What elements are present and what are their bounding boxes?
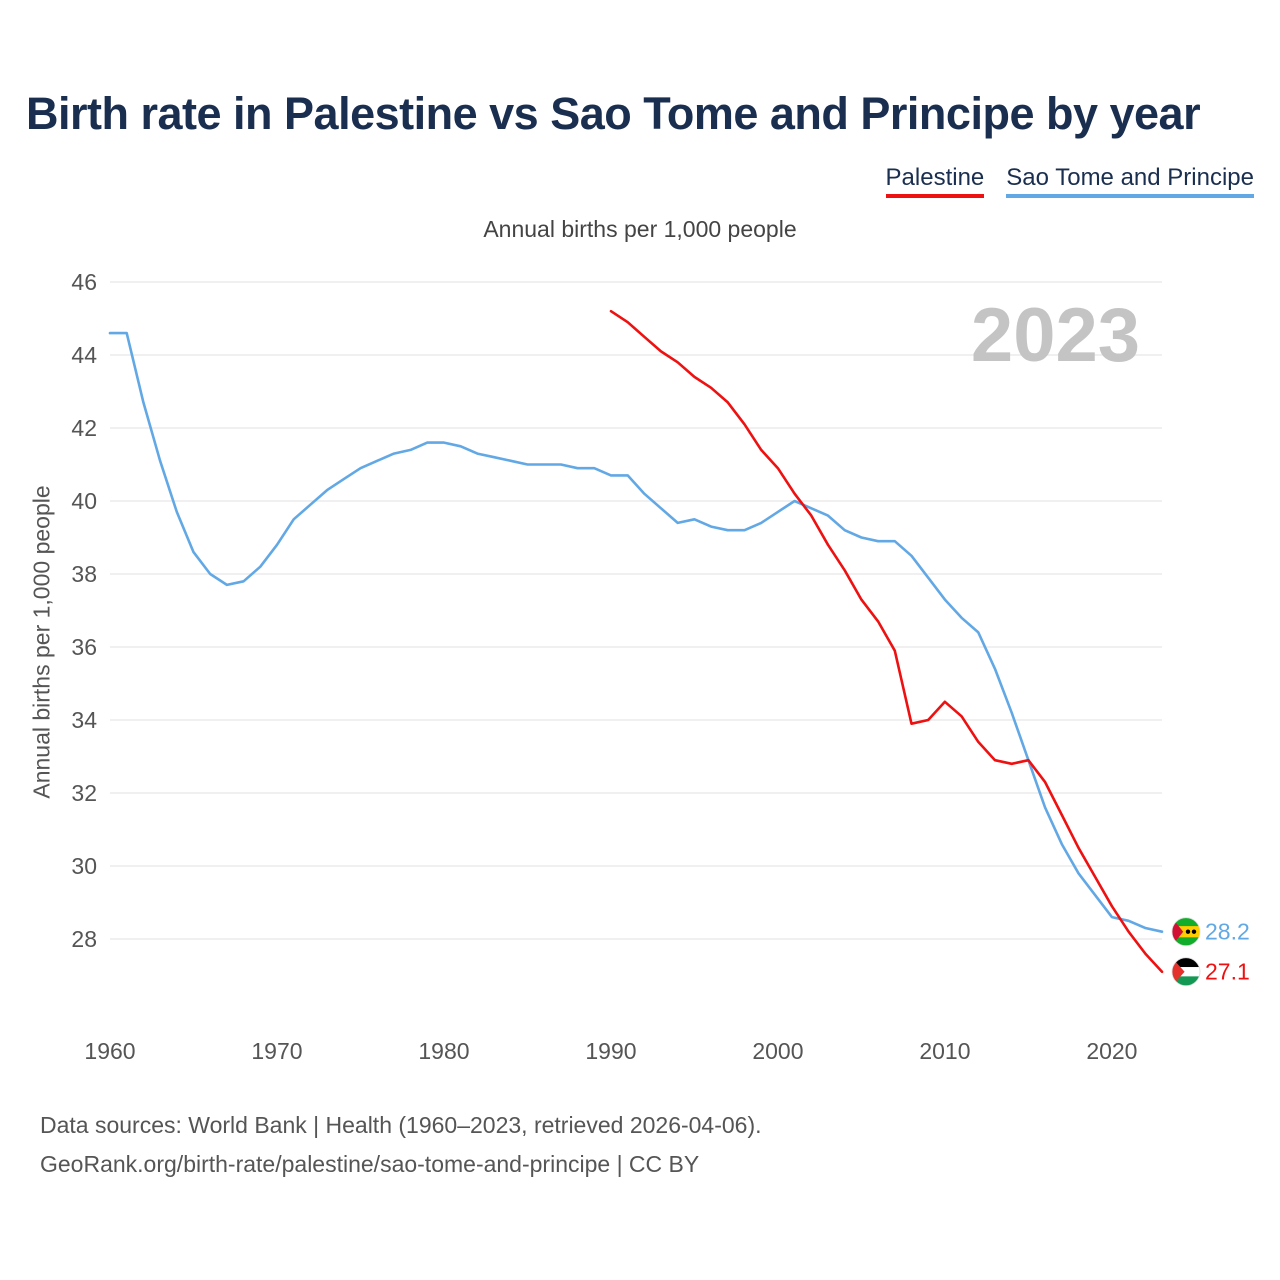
footer: Data sources: World Bank | Health (1960–… bbox=[40, 1106, 762, 1184]
series-line-palestine bbox=[609, 309, 1164, 974]
y-tick-label: 42 bbox=[71, 415, 97, 441]
end-label-sao-tome-and-principe: 28.2 bbox=[1205, 919, 1250, 945]
chart-title: Birth rate in Palestine vs Sao Tome and … bbox=[26, 88, 1201, 139]
footer-source: Data sources: World Bank | Health (1960–… bbox=[40, 1112, 762, 1138]
y-tick-label: 44 bbox=[71, 342, 97, 368]
sao-tome-flag-icon-border bbox=[1171, 917, 1201, 947]
y-tick-label: 34 bbox=[71, 707, 97, 733]
x-tick-label: 1990 bbox=[585, 1038, 636, 1064]
y-tick-label: 36 bbox=[71, 634, 97, 660]
end-label-palestine: 27.1 bbox=[1205, 959, 1250, 985]
year-watermark: 2023 bbox=[971, 293, 1140, 378]
x-tick-label: 1960 bbox=[84, 1038, 135, 1064]
legend-item-sao-tome-and-principe[interactable]: Sao Tome and Principe bbox=[1006, 164, 1254, 198]
y-tick-label: 28 bbox=[71, 926, 97, 952]
chart-subtitle: Annual births per 1,000 people bbox=[483, 216, 797, 242]
footer-url: GeoRank.org/birth-rate/palestine/sao-tom… bbox=[40, 1151, 700, 1177]
legend-item-palestine[interactable]: Palestine bbox=[885, 164, 985, 198]
series-line-sao-tome-and-principe bbox=[108, 331, 1164, 934]
palestine-flag-icon bbox=[1172, 957, 1200, 986]
y-tick-label: 38 bbox=[71, 561, 97, 587]
x-tick-label: 2010 bbox=[919, 1038, 970, 1064]
y-tick-label: 30 bbox=[71, 853, 97, 879]
x-tick-label: 1970 bbox=[251, 1038, 302, 1064]
x-tick-label: 1980 bbox=[418, 1038, 469, 1064]
palestine-flag-icon-border bbox=[1171, 957, 1201, 987]
x-tick-label: 2000 bbox=[752, 1038, 803, 1064]
y-tick-label: 40 bbox=[71, 488, 97, 514]
legend: Palestine Sao Tome and Principe bbox=[885, 164, 1254, 198]
sao-tome-flag-icon bbox=[1172, 917, 1200, 946]
x-tick-label: 2020 bbox=[1086, 1038, 1137, 1064]
y-tick-label: 32 bbox=[71, 780, 97, 806]
y-tick-label: 46 bbox=[71, 269, 97, 295]
